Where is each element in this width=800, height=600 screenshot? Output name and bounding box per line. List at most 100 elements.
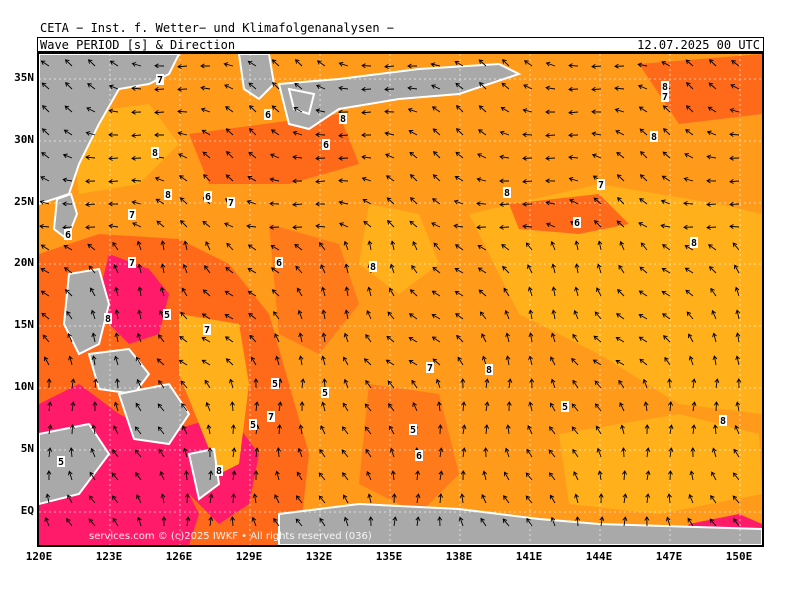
direction-arrow — [292, 224, 303, 230]
direction-arrow — [411, 379, 418, 389]
direction-arrow — [62, 153, 73, 159]
direction-arrow — [598, 493, 604, 504]
direction-arrow — [315, 179, 326, 184]
direction-arrow — [709, 518, 717, 527]
direction-arrow — [454, 244, 464, 251]
lon-label-147e: 147E — [655, 550, 683, 563]
svg-text:7: 7 — [129, 258, 135, 269]
svg-text:5: 5 — [164, 310, 170, 321]
lon-label-126e: 126E — [165, 550, 193, 563]
direction-arrow — [201, 336, 211, 343]
header-valid-time: 12.07.2025 00 UTC — [637, 38, 760, 52]
period-label: 8 — [503, 187, 511, 199]
direction-arrow — [275, 355, 280, 366]
direction-arrow — [343, 494, 349, 504]
direction-arrow — [157, 426, 165, 435]
direction-arrow — [40, 267, 50, 274]
lat-label-25n: 25N — [14, 195, 34, 208]
direction-arrow — [154, 86, 165, 92]
direction-arrow — [706, 154, 717, 160]
direction-arrow — [407, 85, 418, 91]
direction-arrow — [437, 424, 443, 435]
direction-arrow — [637, 84, 648, 90]
direction-arrow — [254, 447, 260, 458]
direction-arrow — [384, 131, 395, 137]
direction-arrow — [343, 356, 349, 366]
direction-arrow — [525, 495, 533, 504]
direction-arrow — [620, 424, 625, 435]
direction-arrow — [366, 471, 372, 481]
direction-arrow — [367, 240, 373, 251]
direction-arrow — [114, 286, 119, 297]
direction-arrow — [685, 59, 694, 67]
direction-arrow — [136, 378, 142, 389]
direction-arrow — [550, 356, 556, 366]
direction-arrow — [158, 334, 165, 343]
direction-arrow — [341, 449, 349, 458]
direction-arrow — [415, 493, 421, 504]
direction-arrow — [385, 175, 395, 182]
direction-arrow — [688, 355, 694, 366]
direction-arrow — [622, 493, 628, 504]
period-label: 8 — [485, 364, 493, 376]
direction-arrow — [108, 108, 119, 114]
direction-arrow — [574, 263, 580, 274]
direction-arrow — [368, 516, 374, 527]
direction-arrow — [134, 449, 142, 458]
direction-arrow — [668, 424, 674, 435]
direction-arrow — [568, 110, 579, 115]
direction-arrow — [691, 424, 697, 435]
direction-arrow — [157, 403, 165, 412]
direction-arrow — [338, 85, 349, 91]
direction-arrow — [158, 379, 165, 389]
period-label: 7 — [267, 411, 275, 423]
direction-arrow — [208, 516, 214, 527]
direction-arrow — [39, 223, 50, 229]
direction-arrow — [131, 85, 142, 91]
direction-arrow — [550, 378, 556, 389]
direction-arrow — [386, 219, 395, 228]
direction-arrow — [687, 517, 694, 527]
period-label: 8 — [104, 313, 112, 325]
direction-arrow — [706, 225, 717, 230]
direction-arrow — [365, 333, 372, 343]
direction-arrow — [62, 224, 73, 230]
direction-arrow — [248, 128, 257, 136]
direction-arrow — [41, 82, 50, 90]
direction-arrow — [113, 263, 119, 274]
direction-arrow — [455, 128, 464, 136]
direction-arrow — [461, 424, 467, 435]
svg-text:6: 6 — [416, 451, 422, 462]
direction-arrow — [183, 470, 189, 481]
direction-arrow — [270, 267, 280, 274]
direction-arrow — [616, 151, 625, 159]
direction-arrow — [638, 222, 648, 228]
direction-arrow — [298, 355, 304, 366]
direction-arrow — [735, 355, 741, 366]
direction-arrow — [506, 401, 512, 412]
direction-arrow — [431, 336, 441, 343]
direction-arrow — [505, 424, 511, 435]
direction-arrow — [114, 309, 120, 320]
direction-arrow — [292, 178, 303, 184]
direction-arrow — [528, 309, 534, 320]
direction-arrow — [320, 425, 326, 435]
svg-text:7: 7 — [204, 325, 210, 336]
direction-arrow — [522, 201, 533, 207]
direction-arrow — [454, 267, 464, 274]
direction-arrow — [180, 311, 188, 320]
direction-arrow — [527, 264, 533, 274]
period-label: 7 — [426, 362, 434, 374]
direction-arrow — [594, 403, 602, 412]
lon-label-132e: 132E — [305, 550, 333, 563]
direction-arrow — [363, 358, 372, 366]
direction-arrow — [522, 155, 533, 161]
direction-arrow — [684, 244, 694, 251]
direction-arrow — [384, 109, 395, 115]
svg-text:5: 5 — [272, 379, 278, 390]
svg-text:8: 8 — [662, 82, 668, 93]
direction-arrow — [253, 470, 259, 481]
direction-arrow — [407, 107, 418, 113]
direction-arrow — [662, 105, 671, 113]
direction-arrow — [591, 86, 602, 92]
